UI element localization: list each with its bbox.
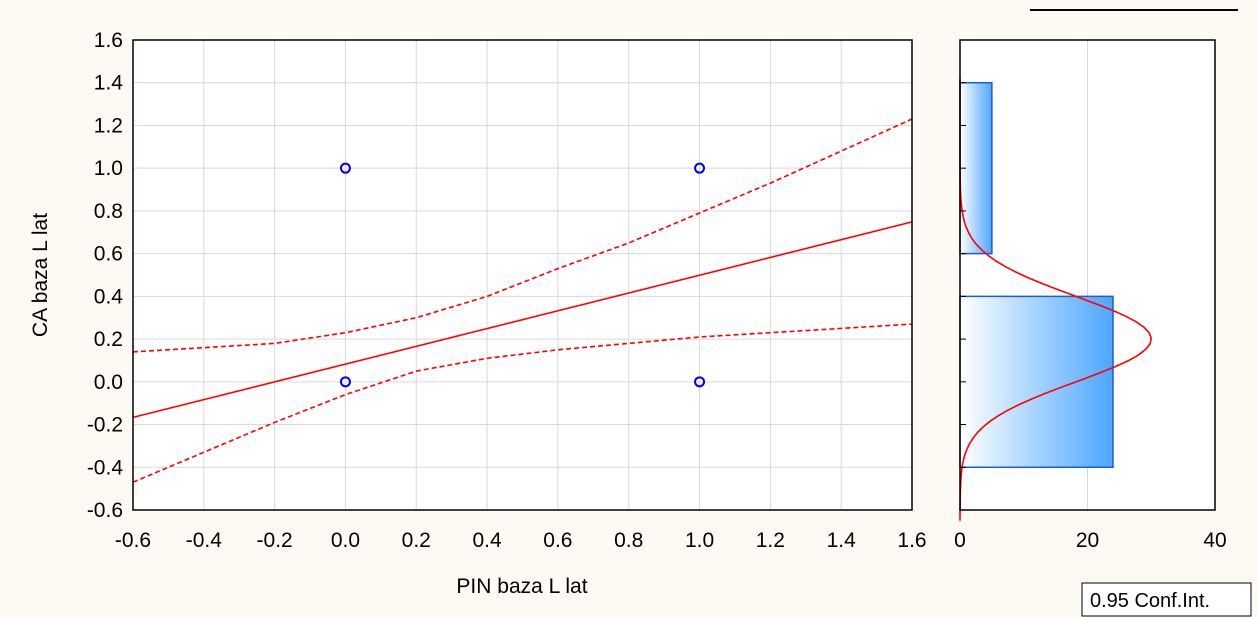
histogram-bars: [959, 81, 1114, 469]
histogram-x-tick-label: 40: [1203, 529, 1226, 552]
legend: 0.95 Conf.Int.: [1081, 582, 1252, 617]
y-tick-label: 0.2: [94, 328, 123, 351]
x-tick-label: 0.8: [614, 529, 643, 552]
histogram-x-tick-labels: 0 20 40: [954, 529, 1227, 552]
x-tick-label: 0.0: [331, 529, 360, 552]
x-tick-label: -0.2: [257, 529, 293, 552]
x-tick-label: -0.6: [115, 529, 151, 552]
legend-label: 0.95 Conf.Int.: [1090, 590, 1210, 612]
confidence-band-lower-path: [132, 323, 913, 483]
x-tick-label: 0.2: [402, 529, 431, 552]
y-tick-label: 1.4: [94, 72, 124, 95]
scatter-frame: [132, 39, 913, 511]
x-tick-labels: -0.6 -0.4 -0.2 0.0 0.2 0.4 0.6 0.8 1.0 1.2 1.4 1.6: [115, 529, 927, 552]
x-tick-label: 0.6: [543, 529, 572, 552]
regression-line: [132, 221, 913, 419]
x-tick-label: 1.4: [827, 529, 857, 552]
scatter-plot-area: [133, 40, 912, 510]
scatter-points: [339, 162, 706, 388]
x-tick-label: 1.6: [897, 529, 926, 552]
histogram-y-ticks: [960, 39, 966, 511]
x-axis-title: PIN baza L lat: [456, 575, 587, 598]
y-tick-label: -0.4: [87, 456, 124, 479]
confidence-band-lower: [132, 323, 913, 483]
x-tick-label: 0.4: [472, 529, 502, 552]
data-point: [339, 376, 351, 388]
data-point: [339, 162, 351, 174]
data-point: [694, 376, 706, 388]
x-tick-label: 1.2: [756, 529, 785, 552]
x-tick-label: 1.0: [685, 529, 714, 552]
data-point: [694, 162, 706, 174]
y-axis-title: CA baza L lat: [29, 213, 52, 337]
scatter-chart: -0.6 -0.4 -0.2 0.0 0.2 0.4 0.6 0.8 1.0 1.2 1.4 1.6 …: [29, 29, 927, 598]
confidence-band-upper-path: [132, 118, 913, 353]
x-tick-label: -0.4: [186, 529, 223, 552]
y-tick-labels: 1.6 1.4 1.2 1.0 0.8 0.6 0.4 0.2 0.0 -0.2 -0.4 -0.6: [87, 29, 124, 522]
histogram-frame: [959, 39, 1216, 511]
y-tick-label: 1.6: [94, 29, 123, 52]
histogram-chart: 0 20 40: [954, 39, 1227, 552]
histogram-x-tick-label: 0: [954, 529, 966, 552]
regression-line-path: [132, 221, 913, 419]
y-tick-label: 1.0: [94, 157, 123, 180]
y-tick-label: 0.8: [94, 200, 123, 223]
y-tick-label: 0.4: [94, 285, 124, 308]
y-tick-label: 0.6: [94, 243, 123, 266]
legend-box: [1081, 582, 1252, 617]
y-tick-label: 1.2: [94, 114, 123, 137]
confidence-band-upper: [132, 118, 913, 353]
histogram-bar: [959, 295, 1114, 469]
y-tick-label: -0.6: [87, 499, 123, 522]
y-tick-label: -0.2: [87, 414, 123, 437]
y-tick-label: 0.0: [94, 371, 123, 394]
histogram-x-tick-label: 20: [1076, 529, 1099, 552]
